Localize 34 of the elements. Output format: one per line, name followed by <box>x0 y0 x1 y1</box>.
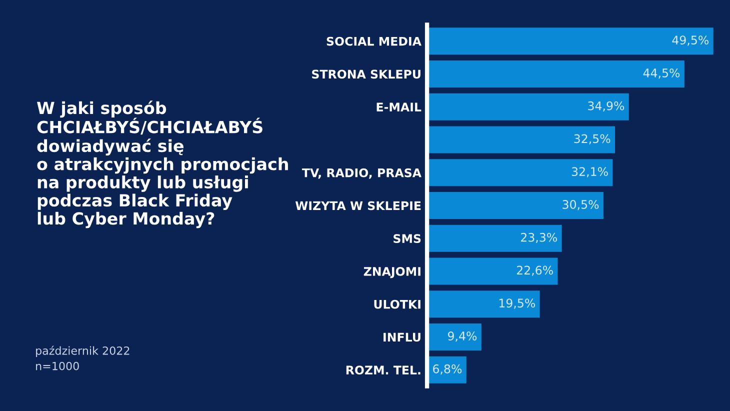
y-tick-label: INFLU <box>384 332 420 342</box>
data-label: 49,5% <box>672 36 709 46</box>
bar <box>427 28 714 55</box>
y-tick-label: SMS <box>394 234 421 244</box>
bar <box>427 324 482 350</box>
data-label: 44,5% <box>643 68 680 79</box>
bar <box>427 126 616 154</box>
data-label: 32,1% <box>572 167 608 178</box>
data-label: 9,4% <box>448 332 477 342</box>
bar <box>427 192 604 219</box>
bar <box>427 224 562 252</box>
text: październik 2022 <box>36 346 130 358</box>
data-label: 30,5% <box>562 200 599 210</box>
y-tick-label: ROZM. TEL. <box>346 366 420 375</box>
bar <box>427 159 613 186</box>
data-label: 34,9% <box>588 101 624 112</box>
y-tick-label: ULOTKI <box>374 300 420 309</box>
text: W jaki sposób CHCIAŁBYŚ/CHCIAŁABYŚ dowiadywać się o atrakcyjnych promocjach na produkty lub usługi podczas Black Friday lub Cyber Monday? <box>36 100 288 228</box>
bar <box>427 290 540 318</box>
bar <box>427 60 684 88</box>
y-tick-label: E-MAIL <box>376 102 422 112</box>
data-label: 19,5% <box>499 298 536 309</box>
bar <box>427 93 629 120</box>
y-tick-label: STRONA SKLEPU <box>312 70 420 79</box>
y-tick-label: ZNAJOMI <box>364 266 420 278</box>
bar <box>427 258 558 285</box>
y-tick-label: SOCIAL MEDIA <box>326 36 422 46</box>
text: n=1000 <box>36 362 79 370</box>
data-label: 32,5% <box>574 134 610 144</box>
data-label: 23,3% <box>520 232 557 244</box>
y-tick-label: WIZYTA W SKLEPIE <box>295 201 421 210</box>
data-label: 22,6% <box>516 266 553 276</box>
y-tick-label: TV, RADIO, PRASA <box>302 168 422 179</box>
data-label: 6,8% <box>433 364 462 375</box>
